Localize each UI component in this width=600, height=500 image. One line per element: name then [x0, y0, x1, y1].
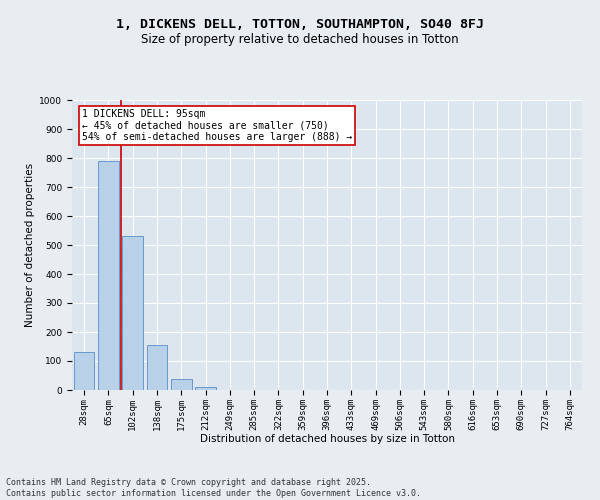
Bar: [146, 345, 167, 390]
Bar: [122, 236, 143, 390]
Text: 1 DICKENS DELL: 95sqm
← 45% of detached houses are smaller (750)
54% of semi-det: 1 DICKENS DELL: 95sqm ← 45% of detached …: [82, 108, 352, 142]
Bar: [74, 352, 94, 390]
Text: Size of property relative to detached houses in Totton: Size of property relative to detached ho…: [141, 32, 459, 46]
Text: 1, DICKENS DELL, TOTTON, SOUTHAMPTON, SO40 8FJ: 1, DICKENS DELL, TOTTON, SOUTHAMPTON, SO…: [116, 18, 484, 30]
X-axis label: Distribution of detached houses by size in Totton: Distribution of detached houses by size …: [199, 434, 455, 444]
Bar: [195, 386, 216, 390]
Bar: [171, 379, 191, 390]
Text: Contains HM Land Registry data © Crown copyright and database right 2025.
Contai: Contains HM Land Registry data © Crown c…: [6, 478, 421, 498]
Y-axis label: Number of detached properties: Number of detached properties: [25, 163, 35, 327]
Bar: [98, 161, 119, 390]
